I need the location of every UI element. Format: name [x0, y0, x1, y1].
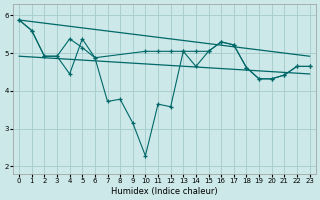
X-axis label: Humidex (Indice chaleur): Humidex (Indice chaleur) [111, 187, 218, 196]
